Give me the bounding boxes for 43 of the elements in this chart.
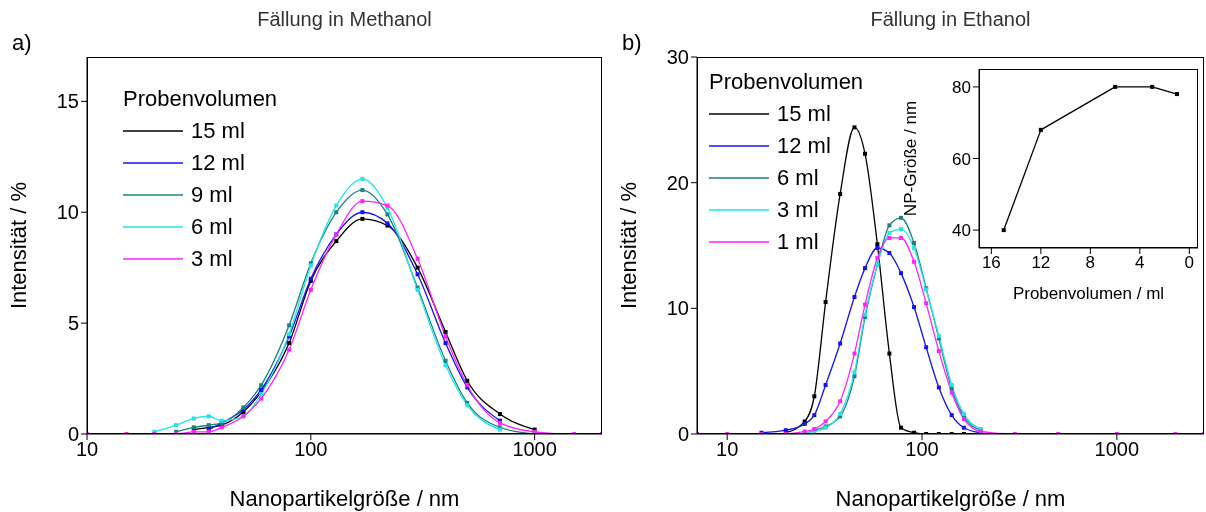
y-axis-title: NP-Größe / nm (901, 100, 921, 217)
x-tick-label: 8 (1085, 253, 1096, 273)
x-tick-label: 1000 (1094, 438, 1140, 461)
y-tick-label: 30 (666, 46, 689, 69)
legend-label: 1 ml (777, 228, 819, 256)
y-axis-title: Intensität / % (615, 181, 641, 310)
chart-title: Fällung in Ethanol (869, 8, 1032, 31)
legend-label: 9 ml (191, 181, 233, 209)
legend-title: Probenvolumen (709, 68, 864, 96)
x-tick-label: 4 (1135, 253, 1145, 273)
legend-label: 6 ml (777, 164, 819, 192)
legend-label: 12 ml (777, 132, 831, 160)
x-tick-label: 12 (1031, 253, 1051, 273)
y-tick-label: 10 (666, 297, 689, 320)
y-tick-label: 0 (67, 423, 79, 446)
x-tick-label: 0 (1184, 253, 1195, 273)
y-tick-label: 15 (56, 90, 79, 113)
x-tick-label: 16 (981, 253, 1001, 273)
y-tick-label: 0 (677, 423, 689, 446)
legend-label: 3 ml (191, 245, 233, 273)
legend-label: 3 ml (777, 196, 819, 224)
legend-label: 15 ml (191, 117, 245, 145)
y-tick-label: 60 (952, 149, 971, 169)
y-axis-title: Intensität / % (5, 181, 31, 310)
text: b) (622, 30, 642, 56)
y-tick-label: 40 (952, 221, 971, 241)
x-tick-label: 100 (905, 438, 939, 461)
y-tick-label: 20 (666, 171, 689, 194)
text: a) (12, 30, 32, 56)
x-tick-label: 100 (294, 438, 328, 461)
x-axis-title: Nanopartikelgröße / nm (229, 486, 460, 511)
x-axis-title: Probenvolumen / ml (1012, 284, 1165, 303)
y-tick-label: 10 (56, 201, 79, 224)
legend-label: 15 ml (777, 100, 831, 128)
x-axis-title: Nanopartikelgröße / nm (835, 486, 1066, 511)
y-tick-label: 5 (67, 312, 79, 335)
legend-label: 12 ml (191, 149, 245, 177)
legend-title: Probenvolumen (123, 85, 278, 113)
x-tick-label: 1000 (512, 438, 557, 461)
y-tick-label: 80 (952, 77, 971, 97)
chart-title: Fällung in Methanol (256, 8, 433, 31)
x-tick-label: 10 (716, 438, 739, 461)
legend-label: 6 ml (191, 213, 233, 241)
